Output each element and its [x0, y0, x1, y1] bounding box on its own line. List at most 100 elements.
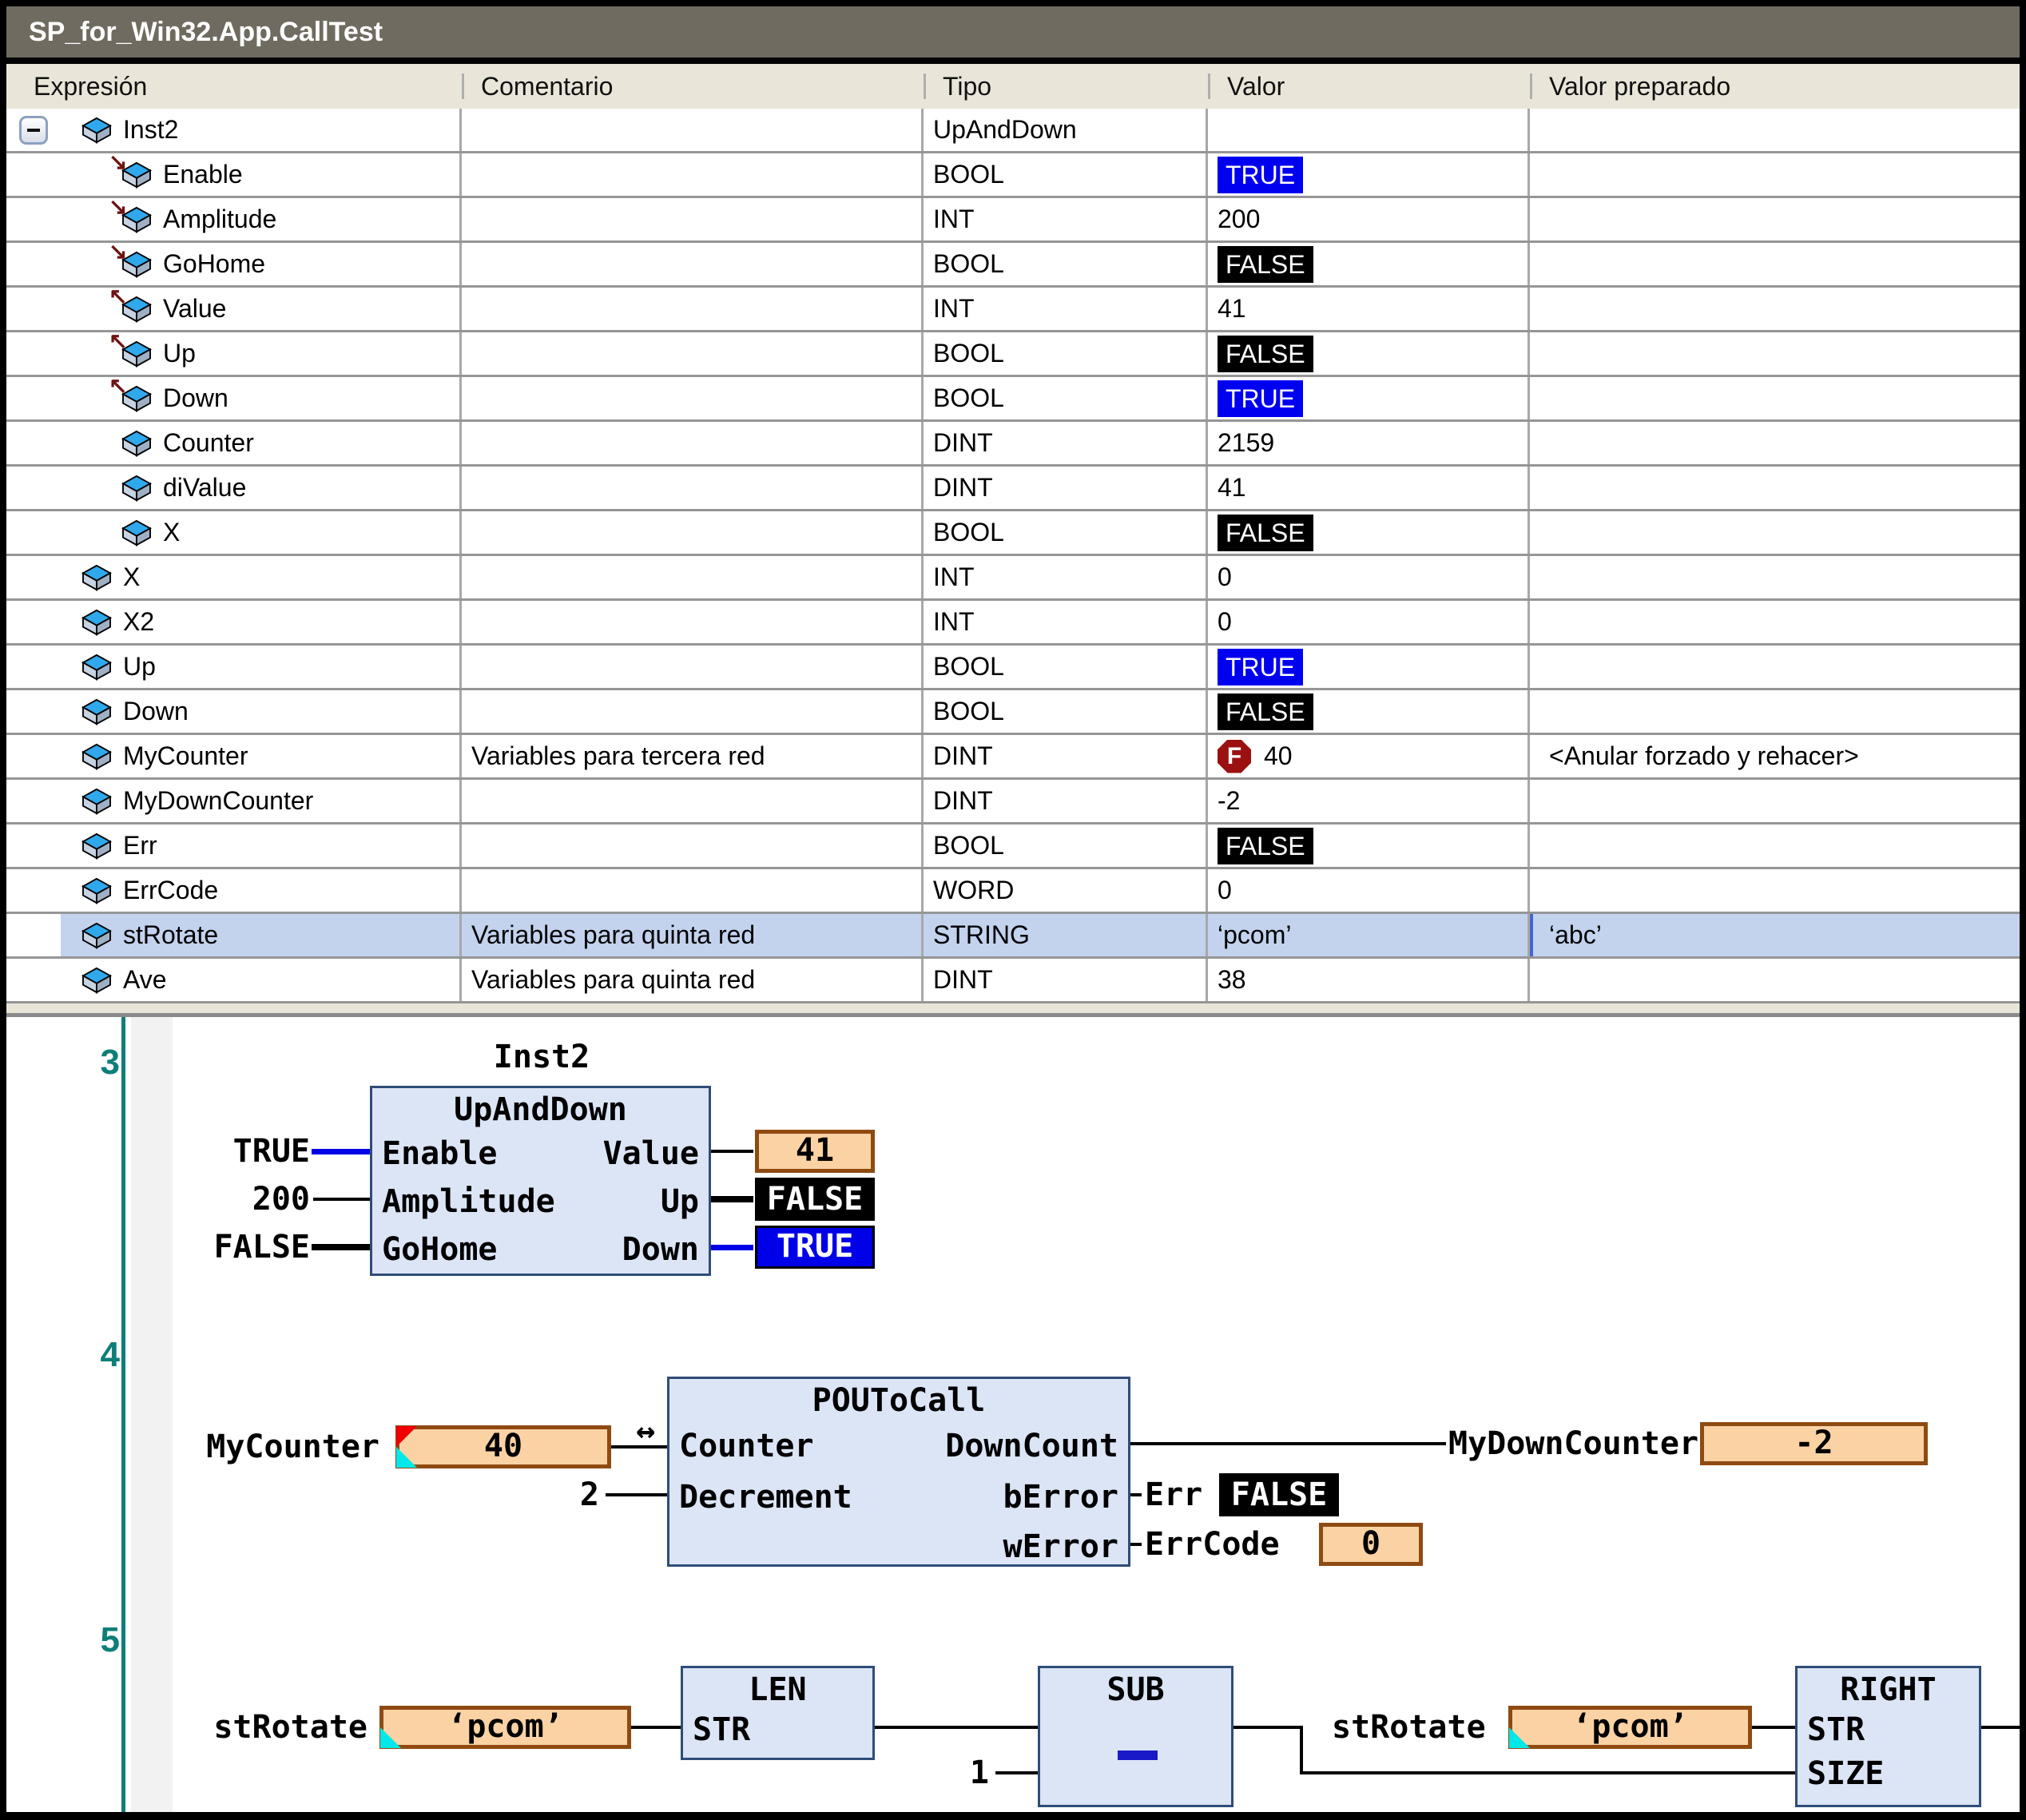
- net4-pin-werror[interactable]: wError: [1003, 1528, 1119, 1565]
- net3-pin-enable[interactable]: Enable: [382, 1135, 498, 1172]
- prepared-value-cell[interactable]: [1530, 467, 2020, 509]
- table-row[interactable]: X BOOL FALSE: [6, 511, 2020, 556]
- net4-poutocall-block[interactable]: POUToCall Counter Decrement DownCount bE…: [667, 1377, 1130, 1567]
- net3-pin-up[interactable]: Up: [660, 1183, 699, 1220]
- table-row[interactable]: X INT 0: [6, 556, 2020, 601]
- net4-berror-variable[interactable]: Err: [1145, 1476, 1203, 1513]
- net4-counter-monitor-box[interactable]: 40: [395, 1425, 611, 1468]
- value-cell[interactable]: 0: [1208, 869, 1530, 912]
- table-row[interactable]: Down BOOL FALSE: [6, 690, 2020, 735]
- net5-sub-block[interactable]: SUB: [1038, 1666, 1233, 1807]
- network-4-number[interactable]: 4: [100, 1335, 120, 1374]
- table-row[interactable]: MyCounter Variables para tercera red DIN…: [6, 735, 2020, 780]
- net5-len-block[interactable]: LEN STR: [681, 1666, 875, 1760]
- value-cell[interactable]: F 40: [1208, 735, 1530, 777]
- net4-werror-monitor-box[interactable]: 0: [1319, 1523, 1423, 1566]
- column-header-prepared-value[interactable]: Valor preparado: [1530, 64, 2020, 109]
- table-row[interactable]: Ave Variables para quinta red DINT 38: [6, 959, 2020, 1003]
- collapse-minus-icon[interactable]: [19, 115, 48, 145]
- table-row[interactable]: stRotate Variables para quinta red STRIN…: [6, 914, 2020, 959]
- value-cell[interactable]: TRUE: [1208, 377, 1530, 419]
- prepared-value-cell[interactable]: [1530, 377, 2020, 419]
- prepared-value-cell[interactable]: [1530, 825, 2020, 867]
- prepared-value-cell[interactable]: [1530, 780, 2020, 822]
- prepared-value-cell[interactable]: [1530, 332, 2020, 375]
- table-row[interactable]: Counter DINT 2159: [6, 422, 2020, 467]
- table-row[interactable]: diValue DINT 41: [6, 467, 2020, 511]
- net5-right-pin-str[interactable]: STR: [1807, 1711, 1865, 1748]
- value-cell[interactable]: 2159: [1208, 422, 1530, 464]
- value-cell[interactable]: ‘pcom’: [1208, 914, 1530, 956]
- net5-strotate-variable[interactable]: stRotate: [213, 1709, 367, 1746]
- prepared-value-cell[interactable]: [1530, 556, 2020, 598]
- net3-amplitude-operand[interactable]: 200: [252, 1181, 310, 1218]
- value-cell[interactable]: FALSE: [1208, 243, 1530, 285]
- net5-strotate2-monitor-box[interactable]: ‘pcom’: [1508, 1706, 1752, 1749]
- prepared-value-cell[interactable]: [1530, 869, 2020, 912]
- net5-sub-operand[interactable]: 1: [969, 1754, 989, 1791]
- network-5-number[interactable]: 5: [100, 1620, 120, 1659]
- net4-pin-downcount[interactable]: DownCount: [945, 1428, 1118, 1464]
- table-row[interactable]: Up BOOL TRUE: [6, 646, 2020, 690]
- net3-upanddown-block[interactable]: UpAndDown Enable Amplitude GoHome Value …: [370, 1086, 711, 1276]
- table-row[interactable]: ↘ Enable BOOL TRUE: [6, 153, 2020, 198]
- value-cell[interactable]: 41: [1208, 288, 1530, 330]
- fbd-editor-canvas[interactable]: 3 Inst2 TRUE 200 FALSE UpAndDown Enable …: [6, 1017, 2020, 1812]
- prepared-value-cell[interactable]: [1530, 690, 2020, 733]
- network-3-number[interactable]: 3: [100, 1043, 120, 1082]
- net4-downcount-monitor-box[interactable]: -2: [1700, 1422, 1928, 1465]
- prepared-value-cell[interactable]: [1530, 153, 2020, 196]
- table-row[interactable]: X2 INT 0: [6, 601, 2020, 646]
- net3-instance-label[interactable]: Inst2: [493, 1039, 590, 1075]
- table-row[interactable]: Err BOOL FALSE: [6, 825, 2020, 869]
- value-cell[interactable]: FALSE: [1208, 690, 1530, 733]
- net3-gohome-operand[interactable]: FALSE: [213, 1229, 310, 1266]
- value-cell[interactable]: 200: [1208, 198, 1530, 240]
- table-row[interactable]: ↖ Up BOOL FALSE: [6, 332, 2020, 377]
- net3-down-monitor-box[interactable]: TRUE: [755, 1226, 875, 1269]
- net3-up-monitor-box[interactable]: FALSE: [755, 1178, 875, 1221]
- prepared-value-cell[interactable]: [1530, 959, 2020, 1001]
- prepared-value-cell[interactable]: <Anular forzado y rehacer>: [1549, 741, 1859, 770]
- net3-pin-amplitude[interactable]: Amplitude: [382, 1183, 555, 1220]
- net5-strotate2-variable[interactable]: stRotate: [1332, 1709, 1486, 1746]
- prepared-value-cell[interactable]: [1530, 109, 2020, 151]
- prepared-value-cell[interactable]: [1530, 601, 2020, 643]
- value-cell[interactable]: 0: [1208, 601, 1530, 643]
- prepared-value-cell[interactable]: ‘abc’: [1530, 914, 2020, 956]
- net3-value-monitor-box[interactable]: 41: [755, 1130, 875, 1173]
- value-cell[interactable]: TRUE: [1208, 646, 1530, 688]
- net5-len-pin-str[interactable]: STR: [693, 1711, 751, 1748]
- prepared-value-cell[interactable]: [1530, 288, 2020, 330]
- net4-pin-decrement[interactable]: Decrement: [679, 1479, 852, 1516]
- table-row[interactable]: ↖ Value INT 41: [6, 288, 2020, 332]
- value-cell[interactable]: [1208, 109, 1530, 151]
- value-cell[interactable]: 38: [1208, 959, 1530, 1001]
- net5-right-block[interactable]: RIGHT STR SIZE: [1795, 1666, 1981, 1807]
- prepared-value-cell[interactable]: [1530, 243, 2020, 285]
- net4-berror-monitor-box[interactable]: FALSE: [1219, 1473, 1339, 1516]
- value-cell[interactable]: FALSE: [1208, 332, 1530, 375]
- net4-pin-berror[interactable]: bError: [1003, 1479, 1119, 1516]
- net5-right-pin-size[interactable]: SIZE: [1807, 1755, 1885, 1792]
- table-row[interactable]: ↘ GoHome BOOL FALSE: [6, 243, 2020, 288]
- net4-downcount-variable[interactable]: MyDownCounter: [1448, 1425, 1699, 1462]
- value-cell[interactable]: FALSE: [1208, 825, 1530, 867]
- net5-strotate-monitor-box[interactable]: ‘pcom’: [379, 1706, 631, 1749]
- value-cell[interactable]: TRUE: [1208, 153, 1530, 196]
- table-row[interactable]: Inst2 UpAndDown: [6, 109, 2020, 153]
- net3-pin-down[interactable]: Down: [622, 1231, 699, 1268]
- column-header-expression[interactable]: Expresión: [34, 72, 148, 101]
- value-cell[interactable]: -2: [1208, 780, 1530, 822]
- net4-counter-variable[interactable]: MyCounter: [206, 1429, 379, 1465]
- prepared-value-cell[interactable]: [1530, 646, 2020, 688]
- net4-pin-counter[interactable]: Counter: [679, 1428, 814, 1464]
- net4-decrement-operand[interactable]: 2: [579, 1476, 599, 1513]
- net3-enable-operand[interactable]: TRUE: [232, 1133, 310, 1170]
- prepared-value-cell[interactable]: [1530, 511, 2020, 554]
- value-cell[interactable]: FALSE: [1208, 511, 1530, 554]
- table-row[interactable]: ↘ Amplitude INT 200: [6, 198, 2020, 243]
- column-header-type[interactable]: Tipo: [924, 64, 1208, 109]
- table-row[interactable]: MyDownCounter DINT -2: [6, 780, 2020, 825]
- net3-pin-value[interactable]: Value: [602, 1135, 699, 1172]
